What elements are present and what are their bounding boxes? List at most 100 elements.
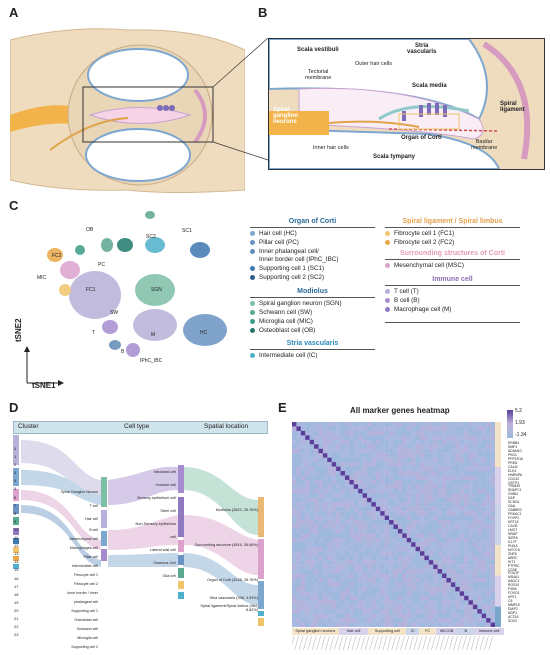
heatmap-cell bbox=[402, 493, 407, 498]
heatmap-cell bbox=[477, 426, 482, 432]
heatmap-cell bbox=[490, 457, 496, 463]
heatmap-cell bbox=[349, 586, 354, 592]
heatmap-cell bbox=[397, 595, 403, 601]
heatmap-cell bbox=[481, 524, 487, 530]
heatmap-cell bbox=[362, 466, 368, 472]
heatmap-cell bbox=[464, 430, 469, 436]
heatmap-cell bbox=[327, 453, 332, 458]
heatmap-cell bbox=[344, 528, 350, 534]
heatmap-cell bbox=[358, 569, 363, 574]
heatmap-cell bbox=[314, 604, 319, 610]
heatmap-cell bbox=[358, 466, 363, 472]
heatmap-cell bbox=[344, 591, 350, 597]
heatmap-cell bbox=[340, 453, 346, 458]
heatmap-cell bbox=[327, 542, 332, 547]
heatmap-cell bbox=[336, 622, 341, 627]
heatmap-cell bbox=[424, 520, 429, 525]
heatmap-cell bbox=[371, 569, 377, 574]
heatmap-cell bbox=[490, 435, 496, 441]
heatmap-cell bbox=[340, 520, 346, 525]
heatmap-cell bbox=[450, 457, 456, 463]
heatmap-cell bbox=[490, 430, 496, 436]
heatmap-cell bbox=[322, 618, 328, 623]
heatmap-cell bbox=[296, 497, 302, 503]
heatmap-cell bbox=[486, 573, 491, 579]
heatmap-cell bbox=[411, 430, 416, 436]
heatmap-cell bbox=[340, 618, 346, 623]
heatmap-cell bbox=[437, 448, 443, 454]
heatmap-cell bbox=[446, 591, 452, 597]
heatmap-cell bbox=[428, 551, 434, 556]
heatmap-cell bbox=[384, 453, 390, 458]
heatmap-cell bbox=[468, 564, 474, 570]
cell-type-label: Mesenchymal cell bbox=[69, 537, 98, 541]
heatmap-cell bbox=[367, 595, 372, 601]
heatmap-cell bbox=[446, 551, 452, 556]
heatmap-cell bbox=[314, 537, 319, 543]
heatmap-cell bbox=[411, 497, 416, 503]
heatmap-cell bbox=[305, 515, 310, 521]
heatmap-cell bbox=[344, 453, 350, 458]
heatmap-cell bbox=[292, 506, 297, 512]
heatmap-cell bbox=[468, 448, 474, 454]
heatmap-cell bbox=[477, 493, 482, 498]
heatmap-cell bbox=[367, 493, 372, 498]
heatmap-cell bbox=[327, 506, 332, 512]
heatmap-cell bbox=[358, 448, 363, 454]
heatmap-cell bbox=[490, 546, 496, 552]
heatmap-cell bbox=[380, 560, 385, 565]
heatmap-cell bbox=[437, 586, 443, 592]
heatmap-cell bbox=[344, 560, 350, 565]
heatmap-cell bbox=[446, 560, 452, 565]
cluster-id: 17 bbox=[14, 583, 19, 589]
heatmap-cell bbox=[459, 439, 465, 445]
heatmap-column-ticks bbox=[292, 636, 493, 651]
heatmap-cell bbox=[331, 555, 337, 561]
heatmap-cell bbox=[300, 600, 306, 605]
heatmap-cell bbox=[450, 448, 456, 454]
heatmap-cell bbox=[292, 439, 297, 445]
heatmap-cell bbox=[459, 622, 465, 627]
heatmap-cell bbox=[468, 435, 474, 441]
heatmap-cell bbox=[402, 577, 407, 583]
heatmap-cell bbox=[481, 537, 487, 543]
heatmap-cell bbox=[415, 444, 421, 449]
heatmap-cell bbox=[384, 430, 390, 436]
heatmap-cell bbox=[305, 560, 310, 565]
heatmap-cell bbox=[331, 435, 337, 441]
heatmap-cell bbox=[450, 573, 456, 579]
heatmap-cell bbox=[419, 520, 425, 525]
heatmap-cell bbox=[349, 551, 354, 556]
heatmap-cell bbox=[442, 426, 447, 432]
heatmap-cell bbox=[468, 488, 474, 494]
heatmap-cell bbox=[375, 524, 381, 530]
heatmap-cell bbox=[481, 520, 487, 525]
heatmap-row-group-bar bbox=[495, 422, 501, 627]
heatmap-cell bbox=[428, 502, 434, 507]
heatmap-cell bbox=[340, 515, 346, 521]
heatmap-cell bbox=[296, 439, 302, 445]
heatmap-cell bbox=[358, 595, 363, 601]
heatmap-cell bbox=[424, 582, 429, 588]
heatmap-cell bbox=[296, 595, 302, 601]
heatmap-cell bbox=[455, 462, 460, 467]
heatmap-cell bbox=[472, 533, 478, 539]
heatmap-cell bbox=[450, 422, 456, 427]
heatmap-cell bbox=[322, 551, 328, 556]
heatmap-cell bbox=[442, 466, 447, 472]
heatmap-cell bbox=[424, 595, 429, 601]
heatmap-cell bbox=[305, 511, 310, 516]
heatmap-cell bbox=[450, 484, 456, 490]
heatmap-cell bbox=[486, 564, 491, 570]
heatmap-cell bbox=[486, 444, 491, 449]
heatmap-cell bbox=[340, 560, 346, 565]
heatmap-cell bbox=[331, 457, 337, 463]
heatmap-cell bbox=[358, 515, 363, 521]
heatmap-column-tick bbox=[325, 636, 330, 651]
heatmap-cell bbox=[419, 546, 425, 552]
heatmap-cell bbox=[309, 533, 315, 539]
heatmap-cell bbox=[318, 488, 324, 494]
heatmap-cell bbox=[428, 577, 434, 583]
heatmap-cell bbox=[309, 609, 315, 614]
heatmap-column-tick bbox=[484, 636, 489, 651]
